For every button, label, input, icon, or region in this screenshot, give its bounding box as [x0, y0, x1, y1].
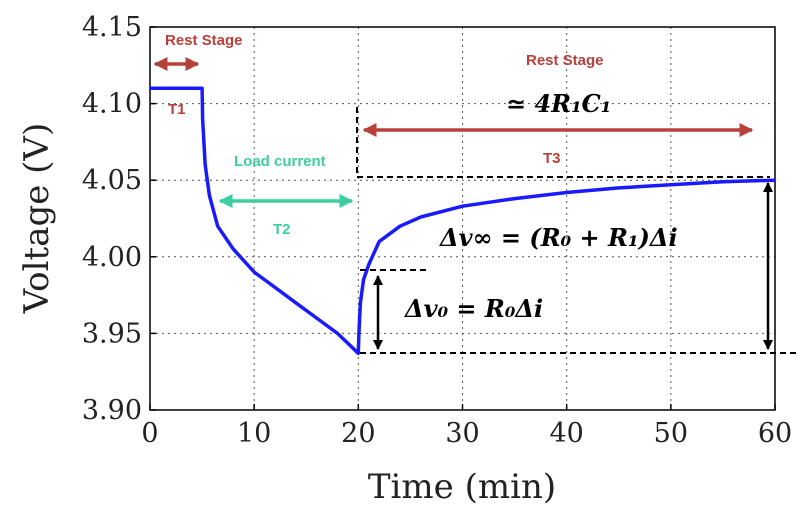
dv-inf-equation: Δv∞ = (R₀ + R₁)Δi	[439, 223, 678, 252]
voltage-curve	[150, 86, 776, 356]
y-tick-label: 4.10	[82, 89, 142, 120]
t1-label: T1	[168, 101, 186, 118]
y-tick-label: 4.00	[82, 242, 142, 273]
y-tick-label: 4.15	[82, 12, 142, 43]
x-tick-label: 30	[445, 418, 479, 449]
x-axis-title: Time (min)	[368, 467, 556, 507]
tau-approx-label: ≃ 4R₁C₁	[506, 89, 611, 118]
x-tick-label: 0	[141, 418, 158, 449]
x-tick-label: 50	[654, 418, 688, 449]
load-current-label: Load current	[234, 153, 326, 170]
rest-stage-right-label: Rest Stage	[526, 52, 604, 69]
x-tick-label: 10	[237, 418, 271, 449]
y-tick-label: 4.05	[82, 165, 142, 196]
x-tick-label: 60	[758, 418, 792, 449]
dv0-equation: Δv₀ = R₀Δi	[404, 294, 543, 323]
x-tick-label: 20	[341, 418, 375, 449]
y-tick-label: 3.90	[82, 395, 142, 426]
t3-label: T3	[543, 150, 561, 167]
y-axis-title: Voltage (V)	[17, 123, 57, 315]
y-tick-label: 3.95	[82, 318, 142, 349]
t2-label: T2	[273, 221, 291, 238]
rest-stage-left-label: Rest Stage	[165, 32, 243, 49]
axis-ticks: 0 10 20 30 40 50 60 3.90 3.95 4.00 4.05 4.10 4.15	[82, 12, 792, 449]
x-tick-label: 40	[549, 418, 583, 449]
